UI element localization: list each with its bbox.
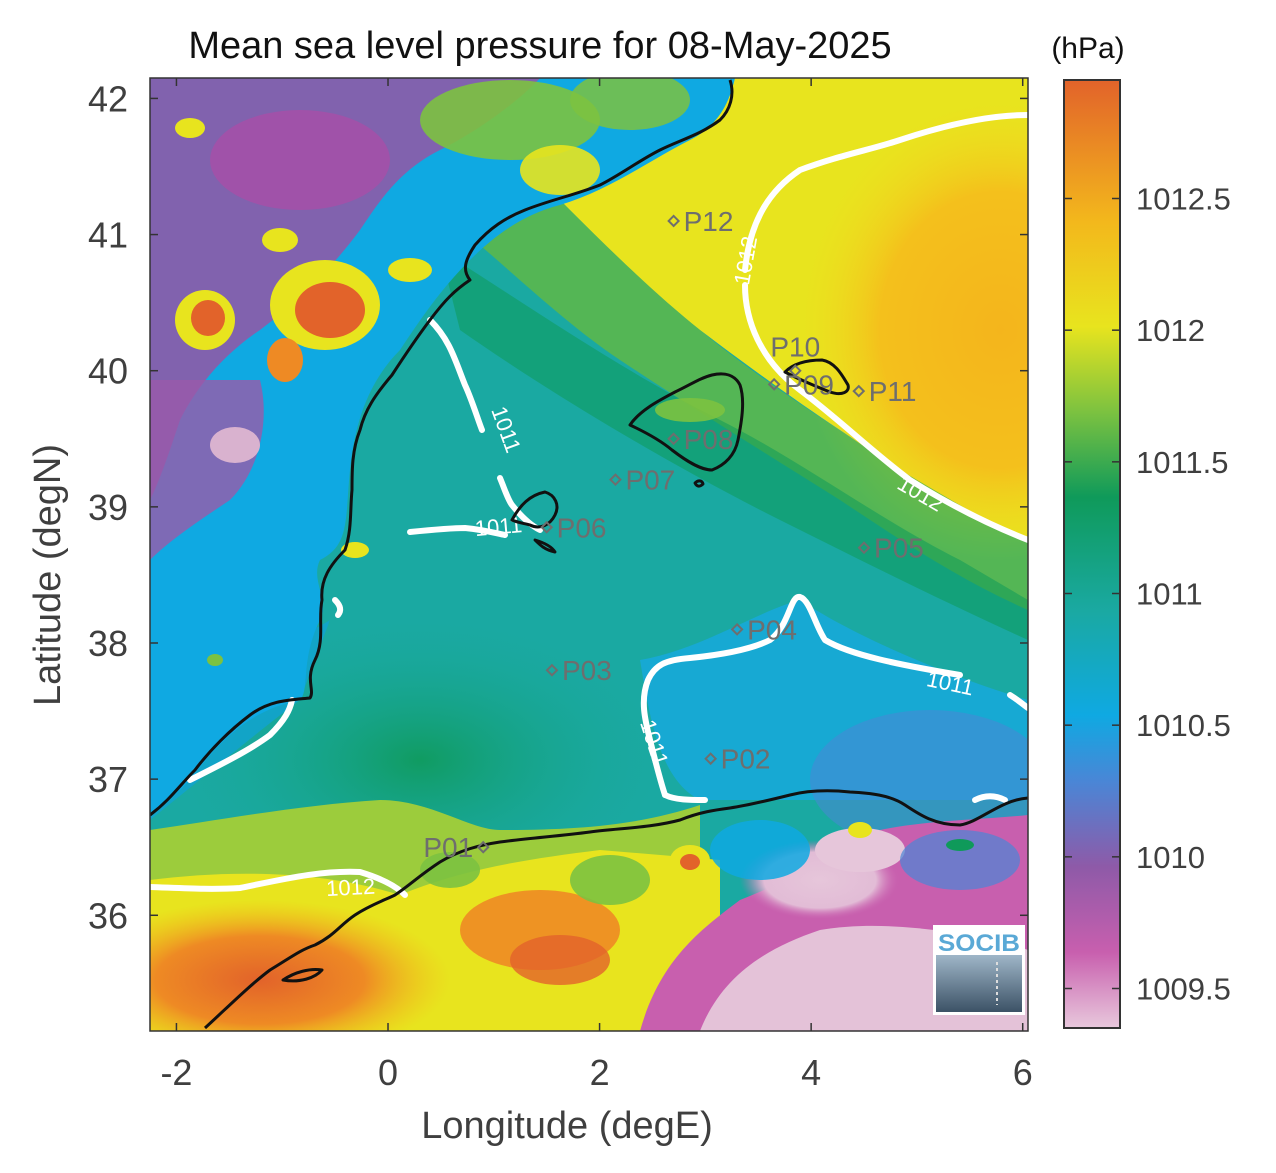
station-marker-p11 — [852, 384, 866, 398]
isobar-1012-northeast — [742, 112, 1028, 273]
y-tick-label: 37 — [88, 759, 128, 800]
isobar-1011-coast — [407, 525, 508, 538]
station-label-p03: P03 — [562, 655, 612, 686]
station-marker-p08 — [667, 432, 681, 446]
isobar-1011-balearic-west — [427, 317, 485, 433]
y-tick-label: 41 — [88, 215, 128, 256]
island-alboran — [281, 968, 324, 983]
isobar-contours — [150, 112, 1028, 898]
colorbar-tick-label: 1011 — [1136, 577, 1203, 612]
x-tick-label: 6 — [1013, 1052, 1033, 1093]
colorbar-tick-label: 1012.5 — [1136, 182, 1231, 217]
y-axis-label: Latitude (degN) — [27, 444, 69, 706]
island-formentera — [533, 538, 557, 554]
colorbar-tick-label: 1009.5 — [1136, 972, 1231, 1007]
colorbar-ticks: 1009.5 1010 1010.5 1011 1011.5 1012 1012.5 — [1064, 182, 1231, 1007]
axis-ticks: -2 0 2 4 6 36 37 38 39 40 41 42 — [88, 78, 1033, 1093]
island-menorca — [783, 358, 850, 396]
x-tick-label: 0 — [378, 1052, 398, 1093]
station-marker-p05 — [857, 541, 871, 555]
x-axis-label: Longitude (degE) — [421, 1105, 713, 1147]
colorbar: 1009.5 1010 1010.5 1011 1011.5 1012 1012.5 — [1063, 79, 1231, 1029]
station-marker-p09 — [767, 377, 781, 391]
y-tick-label: 38 — [88, 623, 128, 664]
x-tick-label: 2 — [590, 1052, 610, 1093]
isobar-1011-southeast — [640, 594, 963, 798]
station-label-p05: P05 — [874, 533, 924, 564]
y-tick-label: 40 — [88, 351, 128, 392]
african-coastline — [203, 789, 1028, 1030]
x-tick-label: -2 — [160, 1052, 192, 1093]
map-area — [150, 78, 1028, 1031]
station-marker-p12 — [667, 214, 681, 228]
island-cabrera — [693, 479, 705, 488]
isobar-1011-southeast-2 — [1007, 692, 1028, 711]
colorbar-gradient — [1063, 79, 1121, 1029]
isobar-1011-african — [662, 792, 708, 803]
station-label-p11: P11 — [869, 376, 917, 407]
station-label-p02: P02 — [721, 744, 771, 775]
station-marker-p04 — [730, 622, 744, 636]
station-markers: P01 P02 P03 P04 P05 P06 P07 P08 P09 P10 P11 P12 — [423, 206, 923, 863]
station-marker-p06 — [540, 520, 554, 534]
island-ibiza — [510, 490, 559, 529]
station-label-p06: P06 — [557, 512, 607, 543]
map-title: Mean sea level pressure for 08-May-2025 — [188, 25, 891, 67]
colorbar-tick-label: 1010 — [1136, 840, 1205, 875]
plot-frame — [149, 77, 1029, 1032]
colorbar-tick-label: 1011.5 — [1136, 445, 1229, 480]
station-marker-p01 — [476, 840, 490, 854]
station-label-p04: P04 — [747, 614, 797, 645]
station-label-p01: P01 — [423, 832, 473, 863]
x-tick-label: 4 — [801, 1052, 821, 1093]
colorbar-tick-label: 1010.5 — [1136, 708, 1231, 743]
station-label-p12: P12 — [684, 206, 734, 237]
socib-logo: SOCIB — [933, 925, 1025, 1015]
y-tick-label: 39 — [88, 487, 128, 528]
coastlines — [150, 79, 1028, 1030]
iberian-coastline — [150, 79, 734, 817]
isobar-1011-sw-coast — [187, 697, 295, 783]
station-marker-p07 — [609, 473, 622, 487]
isobar-1012-southwest — [150, 868, 408, 898]
station-marker-p10 — [788, 364, 802, 378]
station-marker-p03 — [545, 663, 559, 677]
isobar-1012-northeast-lower — [742, 282, 1028, 543]
station-label-p07: P07 — [625, 465, 675, 496]
socib-logo-text: SOCIB — [938, 930, 1020, 957]
station-label-p10: P10 — [770, 332, 820, 363]
station-marker-p02 — [704, 752, 718, 766]
colorbar-tick-label: 1012 — [1136, 313, 1205, 348]
y-tick-label: 36 — [88, 895, 128, 936]
colorbar-unit-label: (hPa) — [1051, 32, 1124, 65]
isobar-1011-east-edge — [972, 793, 1008, 803]
station-label-p09: P09 — [784, 369, 834, 400]
isobar-1011-sw-coast-2 — [332, 597, 344, 618]
station-label-p08: P08 — [684, 424, 734, 455]
island-mallorca — [628, 372, 745, 472]
isobar-label: 1012 — [325, 874, 375, 902]
y-tick-label: 42 — [88, 78, 128, 119]
